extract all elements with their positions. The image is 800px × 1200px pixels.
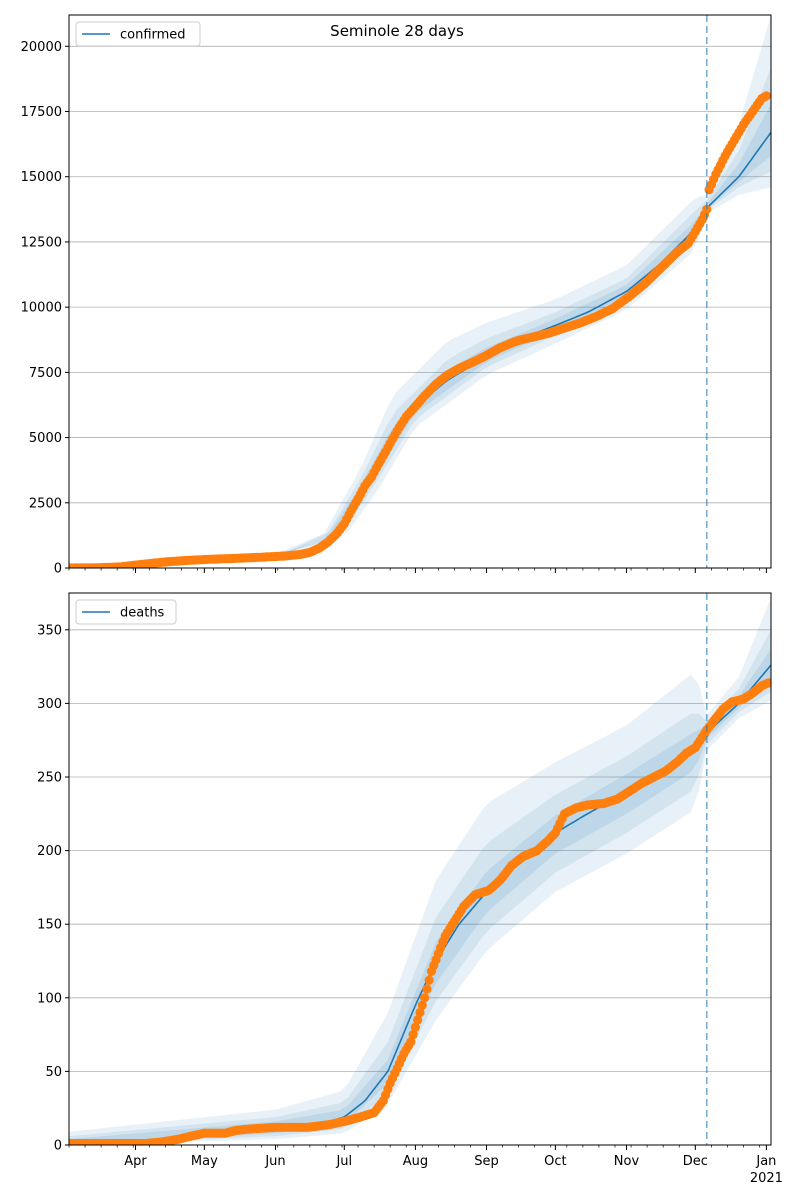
- observed-point: [420, 993, 430, 1003]
- legend-box: [75, 599, 177, 625]
- x-tick-label: May: [191, 1154, 218, 1169]
- observed-point: [417, 1000, 427, 1010]
- observed-point: [761, 91, 771, 101]
- plot-area: [69, 597, 771, 1145]
- y-tick-label: 0: [54, 562, 62, 577]
- confirmed-panel: 0 2500 5000 7500 10000 12500 15000 17500 20000 co…: [21, 14, 772, 577]
- legend-box: [75, 21, 201, 47]
- axes-frame: [68, 14, 772, 569]
- axes-frame: [68, 592, 772, 1146]
- y-tick-label: 5000: [29, 431, 62, 446]
- observed-point: [406, 1037, 416, 1047]
- observed-point: [415, 1007, 425, 1018]
- uncertainty-band-middle: [706, 67, 771, 211]
- x-tick-label: Nov: [614, 1154, 640, 1169]
- deaths-panel: 0 50 100 150 200 250 300 350 Apr May Jun Jul Aug Sep O…: [37, 592, 783, 1186]
- x-tick-label: Aug: [403, 1154, 428, 1169]
- y-tick-label: 20000: [21, 40, 62, 55]
- legend: confirmed: [75, 21, 201, 47]
- y-tick-label: 50: [45, 1065, 62, 1080]
- uncertainty-band-inner: [69, 204, 707, 568]
- y-tick-label: 15000: [21, 170, 62, 185]
- legend: deaths: [75, 599, 177, 625]
- x-tick-label: Jun: [264, 1154, 285, 1169]
- y-tick-label: 300: [37, 697, 62, 712]
- y-tick-label: 17500: [21, 105, 62, 120]
- observed-point: [424, 975, 434, 985]
- y-tick-label: 12500: [21, 235, 62, 250]
- uncertainty-band-middle: [69, 713, 707, 1145]
- y-tick-label: 7500: [29, 366, 62, 381]
- y-tick-label: 10000: [21, 301, 62, 316]
- figure-title: Seminole 28 days: [330, 22, 464, 40]
- y-tick-label: 250: [37, 771, 62, 786]
- observed-point: [702, 204, 712, 214]
- observed-point: [410, 1022, 420, 1032]
- uncertainty-band-outer: [69, 195, 707, 568]
- uncertainty-band-inner: [706, 648, 771, 739]
- x-tick-sublabel: 2021: [750, 1171, 783, 1186]
- y-tick-label: 100: [37, 991, 62, 1006]
- y-tick-label: 150: [37, 918, 62, 933]
- x-tick-label: Jan: [755, 1154, 776, 1169]
- x-tick-label: Jul: [335, 1154, 352, 1169]
- x-tick-label: Oct: [544, 1154, 566, 1169]
- legend-label: deaths: [120, 606, 165, 621]
- legend-label: confirmed: [120, 28, 186, 43]
- plot-area: [69, 15, 771, 568]
- uncertainty-band-inner: [69, 725, 707, 1145]
- y-tick-label: 200: [37, 844, 62, 859]
- y-tick-label: 0: [54, 1139, 62, 1154]
- observed-point: [413, 1015, 423, 1025]
- y-tick-label: 350: [37, 623, 62, 638]
- x-tick-label: Sep: [474, 1154, 499, 1169]
- observed-point: [764, 678, 771, 688]
- uncertainty-band-inner: [706, 103, 771, 210]
- observed-point: [408, 1030, 418, 1040]
- y-tick-label: 2500: [29, 496, 62, 511]
- uncertainty-band-outer: [69, 674, 707, 1145]
- uncertainty-band-middle: [69, 200, 707, 568]
- x-tick-label: Dec: [683, 1154, 708, 1169]
- observed-point: [422, 984, 432, 994]
- x-tick-label: Apr: [124, 1154, 147, 1169]
